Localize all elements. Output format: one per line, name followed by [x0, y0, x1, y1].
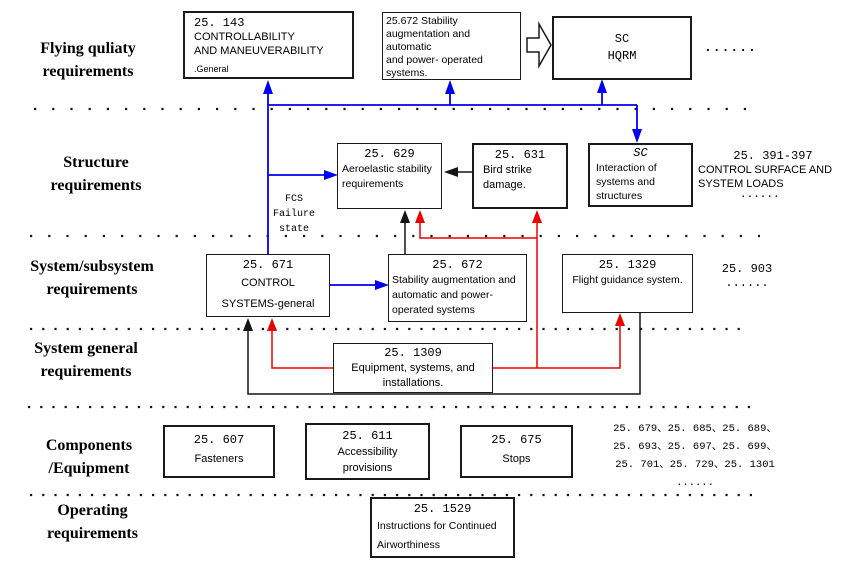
box-text: Equipment, systems, and installations. — [351, 362, 475, 389]
row-label-flying-quality: Flying quliaty requirements — [40, 40, 136, 80]
box-text: 25.672 Stability augmentation and automa… — [386, 15, 483, 79]
box-number: SC — [633, 146, 648, 160]
box-subtext: .General — [194, 64, 229, 74]
box-25-631-bird-strike: 25. 631 Bird strike damage. — [472, 143, 568, 209]
box-number: 25. 671 — [242, 258, 294, 272]
box-25-1329-flight-guidance: 25. 1329 Flight guidance system. — [562, 254, 693, 313]
box-text: SC HQRM — [607, 32, 637, 63]
box-number: 25. 629 — [364, 147, 415, 161]
box-text: Bird strike damage. — [483, 164, 532, 191]
box-25-672-stability-mid: 25. 672 Stability augmentation and autom… — [388, 254, 527, 322]
box-number: 25. 143 — [194, 16, 245, 30]
note-fcs-failure-state: FCS Failure state — [272, 194, 315, 235]
box-sc-hqrm: SC HQRM — [552, 16, 692, 80]
block-arrow-icon — [526, 21, 552, 69]
ellipsis-after-sc-hqrm: ...... — [704, 40, 757, 55]
row-label-operating: Operating requirements — [47, 502, 138, 542]
box-25-671-control-systems: 25. 671 CONTROL SYSTEMS-general — [206, 254, 330, 317]
note-control-surface-loads: 25. 391-397 CONTROL SURFACE AND SYSTEM L… — [698, 149, 848, 201]
box-text: Stops — [502, 453, 531, 465]
box-number: 25. 1309 — [384, 346, 442, 360]
note-number: 25. 391-397 — [733, 149, 813, 163]
box-text: Aeroelastic stability requirements — [342, 163, 432, 190]
box-text: Instructions for Continued Airworthiness — [377, 520, 497, 551]
box-25-675-stops: 25. 675 Stops — [460, 425, 573, 478]
box-number: 25. 672 — [432, 258, 483, 272]
box-25-629-aeroelastic: 25. 629 Aeroelastic stability requiremen… — [337, 143, 442, 209]
row-label-components: Components /Equipment — [45, 437, 133, 477]
box-25-143-controllability: 25. 143 CONTROLLABILITY AND MANEUVERABIL… — [183, 11, 354, 79]
box-text: Accessibility provisions — [337, 446, 398, 474]
row-label-structure: Structure requirements — [50, 154, 142, 194]
box-sc-interaction: SC Interaction of systems and structures — [588, 143, 693, 207]
box-text: Flight guidance system. — [572, 274, 683, 286]
box-number: 25. 611 — [342, 429, 393, 443]
box-25-1309-equipment: 25. 1309 Equipment, systems, and install… — [333, 343, 493, 393]
ellipsis: ...... — [740, 189, 780, 201]
box-number: 25. 1529 — [413, 502, 472, 516]
box-text: Fasteners — [194, 453, 244, 465]
box-number: 25. 631 — [494, 148, 546, 162]
box-text: Interaction of systems and structures — [596, 162, 657, 202]
red-connectors — [267, 210, 625, 369]
box-text: Stability augmentation and automatic and… — [392, 274, 516, 316]
box-25-1529-instructions: 25. 1529 Instructions for Continued Airw… — [370, 497, 515, 558]
box-number: 25. 1329 — [598, 258, 657, 272]
blue-connectors — [263, 79, 642, 290]
box-text: CONTROL SYSTEMS-general — [221, 277, 315, 310]
black-connectors — [243, 167, 641, 395]
note-text: CONTROL SURFACE AND SYSTEM LOADS — [698, 164, 833, 190]
box-25-607-fasteners: 25. 607 Fasteners — [163, 425, 275, 478]
box-25-611-accessibility: 25. 611 Accessibility provisions — [305, 423, 430, 480]
note-25-903: 25. 903 ...... — [721, 262, 773, 290]
box-number: 25. 607 — [193, 433, 245, 447]
row-label-system-subsystem: System/subsystem requirements — [30, 258, 154, 298]
box-number: 25. 675 — [491, 433, 542, 447]
box-25-672-stability-top: 25.672 Stability augmentation and automa… — [382, 12, 521, 80]
row-label-system-general: System general requirements — [34, 340, 138, 380]
box-text: CONTROLLABILITY AND MANEUVERABILITY — [194, 31, 324, 57]
note-section-list: 25. 679、25. 685、25. 689、 25. 693、25. 697… — [613, 423, 777, 489]
